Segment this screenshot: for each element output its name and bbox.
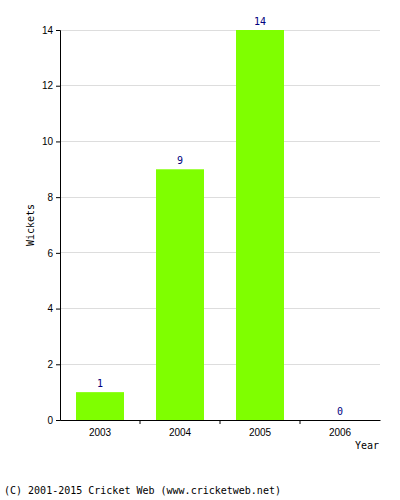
- data-label: 14: [254, 16, 266, 27]
- y-tick: 2: [47, 359, 60, 370]
- y-tick: 10: [42, 136, 60, 147]
- data-label: 1: [97, 378, 103, 389]
- y-tick-label: 10: [42, 136, 54, 147]
- plot: 0 2 4 6 8 10 12 14 2003 2004 2005 2006 1 9 14 0: [42, 16, 381, 438]
- y-tick-label: 12: [42, 80, 54, 91]
- grid-line: [60, 141, 380, 142]
- chart: 0 2 4 6 8 10 12 14 2003 2004 2005 2006 1 9 14 0 Wickets Y…: [0, 0, 400, 500]
- bar: [316, 420, 364, 421]
- y-tick-label: 4: [47, 303, 53, 314]
- annotation: (C) 2001-2015 Cricket Web (www.cricketwe…: [4, 485, 281, 496]
- data-label: 9: [177, 155, 183, 166]
- y-tick-label: 2: [47, 359, 53, 370]
- grid-line: [60, 197, 380, 198]
- data-labels: 1 9 14 0: [97, 16, 343, 417]
- x-tick-label: 2003: [89, 427, 112, 438]
- x-tick: 2006: [329, 420, 352, 438]
- y-tick: 6: [47, 248, 60, 259]
- bars: [76, 30, 284, 420]
- x-axis-title: Year: [355, 440, 379, 451]
- y-tick-label: 14: [42, 25, 54, 36]
- y-tick: 0: [47, 415, 60, 426]
- grid-line: [60, 85, 380, 86]
- y-tick-label: 0: [47, 415, 53, 426]
- y-tick-mark: [56, 197, 60, 198]
- y-tick-mark: [56, 30, 60, 31]
- y-tick-label: 6: [47, 248, 53, 259]
- y-tick: 12: [42, 80, 60, 91]
- y-tick-label: 8: [47, 192, 53, 203]
- y-axis-line: [56, 31, 61, 421]
- y-tick-mark: [56, 364, 60, 365]
- x-tick: 2005: [249, 420, 272, 438]
- y-tick-mark: [56, 141, 60, 142]
- x-boundary-tick: [220, 420, 221, 424]
- x-tick-label: 2005: [249, 427, 272, 438]
- y-tick-mark: [56, 253, 60, 254]
- x-boundary-ticks: [140, 420, 300, 424]
- grid-line: [60, 30, 380, 31]
- x-tick: 2003: [89, 420, 112, 438]
- grid-line: [60, 252, 380, 253]
- x-boundary-tick: [300, 420, 301, 424]
- bar: [236, 30, 284, 420]
- x-axis: 2003 2004 2005 2006: [61, 420, 381, 438]
- y-axis-title: Wickets: [25, 204, 36, 246]
- data-label: 0: [337, 406, 343, 417]
- x-boundary-tick: [140, 420, 141, 424]
- y-tick-mark: [56, 309, 60, 310]
- grid-line: [60, 308, 380, 309]
- y-axis: 0 2 4 6 8 10 12 14: [42, 25, 61, 426]
- grid-line: [60, 364, 380, 365]
- x-tick-label: 2004: [169, 427, 192, 438]
- y-tick-mark: [56, 86, 60, 87]
- bar: [76, 392, 124, 420]
- y-tick: 4: [47, 303, 60, 314]
- y-tick: 8: [47, 192, 60, 203]
- y-tick: 14: [42, 25, 60, 36]
- bar: [156, 169, 204, 420]
- grid: [60, 30, 380, 420]
- x-tick: 2004: [169, 420, 192, 438]
- y-tick-mark: [56, 420, 60, 421]
- x-tick-label: 2006: [329, 427, 352, 438]
